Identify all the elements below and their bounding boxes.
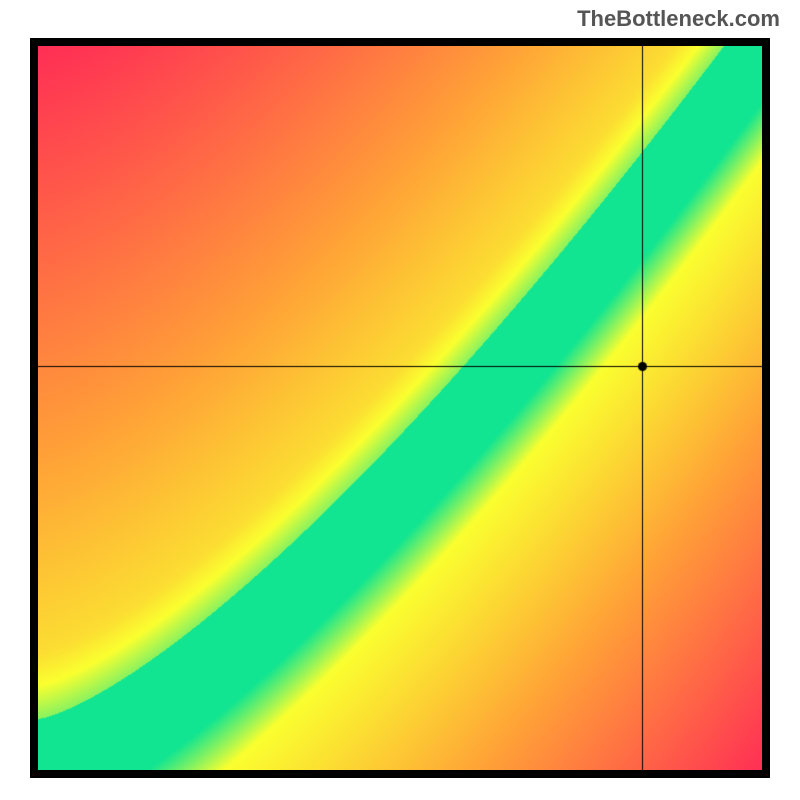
bottleneck-heatmap bbox=[38, 46, 762, 770]
attribution-text: TheBottleneck.com bbox=[577, 6, 780, 32]
heatmap-canvas bbox=[38, 46, 762, 770]
chart-frame bbox=[30, 38, 770, 778]
container: { "attribution": "TheBottleneck.com", "c… bbox=[0, 0, 800, 800]
